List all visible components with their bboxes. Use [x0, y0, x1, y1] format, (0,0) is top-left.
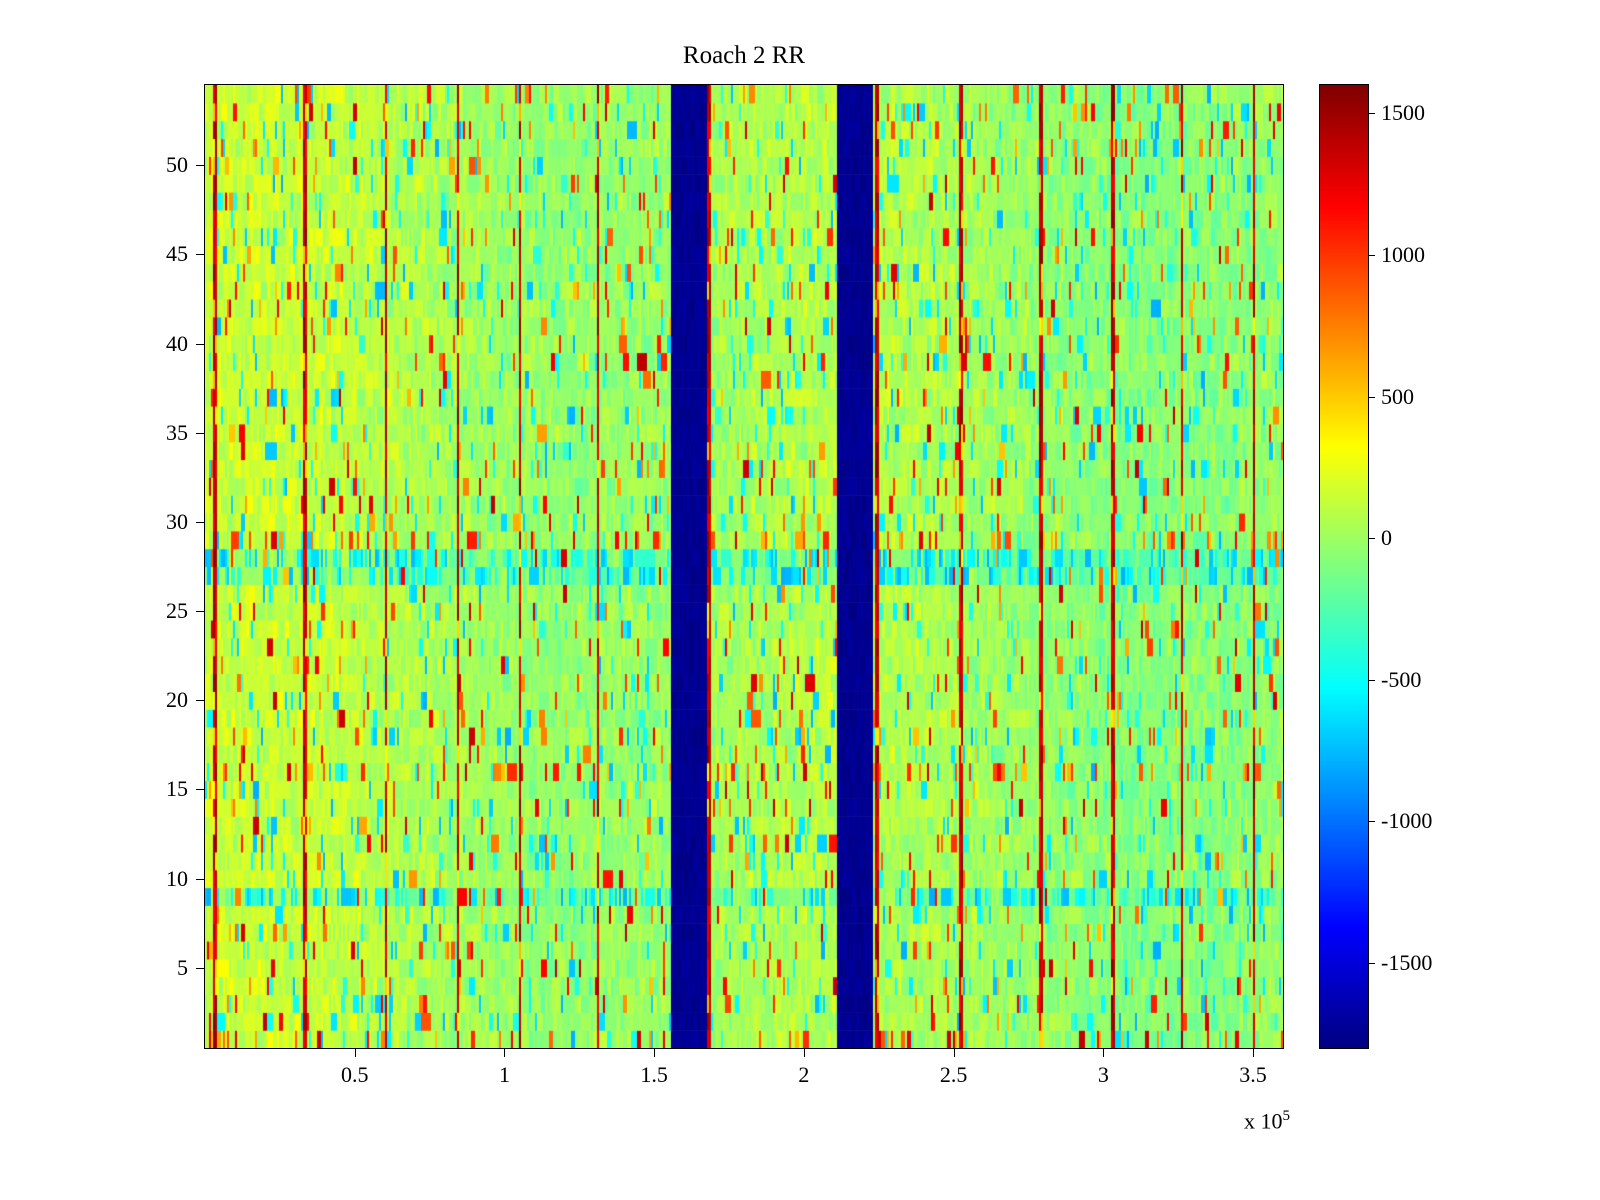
y-tickmark	[196, 700, 205, 702]
colorbar-tick-label: 1000	[1381, 241, 1425, 267]
x-tickmark	[354, 1048, 356, 1057]
x-tick-label: 1	[498, 1062, 510, 1087]
y-tick-label: 10	[166, 865, 188, 891]
y-tick-label: 50	[166, 152, 188, 178]
x-tick-label: 3	[1097, 1062, 1109, 1087]
x-tick-label: 3.5	[1239, 1062, 1267, 1087]
y-tickmark	[196, 967, 205, 969]
x-tickmark	[654, 1048, 656, 1057]
colorbar-tick-label: -1500	[1381, 950, 1433, 976]
y-tick-label: 40	[166, 330, 188, 356]
y-tickmark	[196, 521, 205, 523]
x-tick-label: 1.5	[640, 1062, 668, 1087]
x-axis-scale-label: x 105	[1150, 1108, 1290, 1134]
y-tickmark	[196, 878, 205, 880]
colorbar-canvas	[1320, 85, 1368, 1048]
colorbar-tickmark	[1368, 821, 1375, 823]
x-tickmark	[803, 1048, 805, 1057]
colorbar-tickmark	[1368, 538, 1375, 540]
y-tick-label: 45	[166, 241, 188, 267]
y-tickmark	[196, 611, 205, 613]
y-tickmark	[196, 789, 205, 791]
colorbar-tick-label: -500	[1381, 666, 1422, 692]
x-scale-mantissa: x 10	[1244, 1108, 1283, 1134]
y-tick-label: 25	[166, 598, 188, 624]
y-tick-label: 15	[166, 776, 188, 802]
colorbar	[1319, 84, 1369, 1049]
x-tickmark	[1103, 1048, 1105, 1057]
y-tick-label: 30	[166, 508, 188, 534]
x-tickmark	[953, 1048, 955, 1057]
colorbar-tickmark	[1368, 113, 1375, 115]
x-tick-label: 0.5	[340, 1062, 369, 1087]
colorbar-tickmark	[1368, 254, 1375, 256]
x-tickmark	[504, 1048, 506, 1057]
y-tickmark	[196, 432, 205, 434]
colorbar-tick-label: 500	[1381, 383, 1414, 409]
colorbar-tickmark	[1368, 396, 1375, 398]
colorbar-tick-label: 1500	[1381, 100, 1425, 126]
x-scale-exponent: 5	[1282, 1108, 1291, 1124]
y-tickmark	[196, 343, 205, 345]
colorbar-tickmark	[1368, 679, 1375, 681]
x-tick-label: 2.5	[939, 1062, 968, 1087]
y-tickmark	[196, 254, 205, 256]
colorbar-tick-label: 0	[1381, 525, 1392, 551]
y-tick-label: 20	[166, 687, 188, 713]
chart-title: Roach 2 RR	[682, 42, 806, 69]
heatmap-canvas	[205, 85, 1283, 1048]
x-tick-label: 2	[798, 1062, 810, 1087]
colorbar-tickmark	[1368, 963, 1375, 965]
colorbar-tick-label: -1000	[1381, 808, 1433, 834]
x-tickmark	[1253, 1048, 1255, 1057]
y-tickmark	[196, 165, 205, 167]
plot-area	[204, 84, 1284, 1049]
y-tick-label: 5	[177, 954, 188, 980]
y-tick-label: 35	[166, 419, 188, 445]
